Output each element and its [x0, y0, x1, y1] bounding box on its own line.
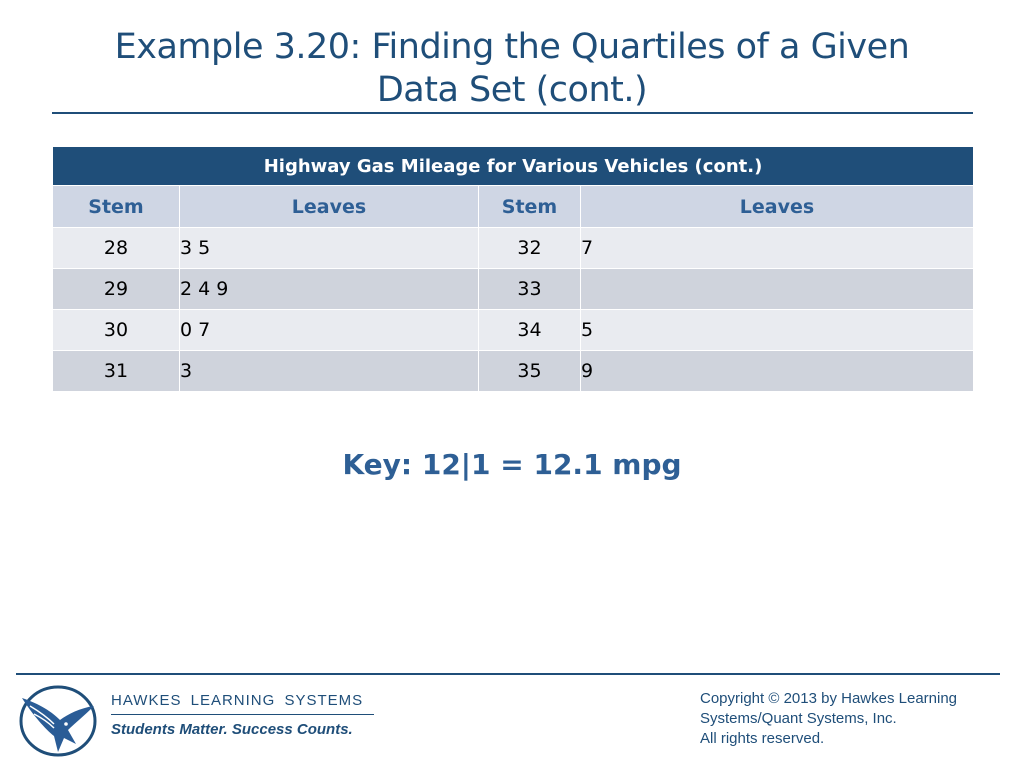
copyright-line: All rights reserved. — [700, 730, 825, 747]
stem-leaf-key: Key: 12|1 = 12.1 mpg — [342, 448, 682, 481]
stem-cell: 28 — [52, 227, 180, 269]
leaves-cell: 9 — [579, 350, 975, 392]
leaves-cell: 7 — [579, 227, 975, 269]
slide-title-line-2: Data Set (cont.) — [376, 70, 648, 110]
brand-tagline: Students Matter. Success Counts. — [111, 721, 353, 738]
leaves-cell: 3 — [179, 350, 479, 392]
leaves-cell: 2 4 9 — [179, 268, 479, 310]
stem-cell: 30 — [52, 309, 180, 351]
table-row: 28 3 5 32 7 — [52, 227, 975, 269]
table-row: 30 0 7 34 5 — [52, 309, 975, 351]
table-row: 31 3 35 9 — [52, 350, 975, 392]
footer-divider — [16, 673, 1000, 675]
copyright-line: Systems/Quant Systems, Inc. — [700, 710, 897, 727]
brand-name: HAWKES LEARNING SYSTEMS — [111, 692, 364, 709]
copyright-line: Copyright © 2013 by Hawkes Learning — [700, 690, 958, 707]
stem-and-leaf-table: Highway Gas Mileage for Various Vehicles… — [51, 146, 975, 392]
title-divider — [52, 112, 973, 114]
slide-title: Example 3.20: Finding the Quartiles of a… — [60, 26, 964, 112]
leaves-cell: 3 5 — [179, 227, 479, 269]
slide-title-line-1: Example 3.20: Finding the Quartiles of a… — [114, 27, 910, 67]
stem-cell: 31 — [52, 350, 180, 392]
table-caption: Highway Gas Mileage for Various Vehicles… — [51, 146, 975, 186]
leaves-cell: 5 — [579, 309, 975, 351]
column-header-leaves: Leaves — [179, 185, 479, 228]
column-header-stem: Stem — [52, 185, 180, 228]
leaves-cell: 0 7 — [179, 309, 479, 351]
stem-cell: 33 — [478, 268, 581, 310]
copyright-notice: Copyright © 2013 by Hawkes Learning Syst… — [700, 689, 1010, 749]
table-header-row: Stem Leaves Stem Leaves — [52, 185, 975, 228]
stem-cell: 35 — [478, 350, 581, 392]
brand-divider — [111, 714, 374, 715]
stem-cell: 29 — [52, 268, 180, 310]
column-header-stem: Stem — [478, 185, 581, 228]
column-header-leaves: Leaves — [579, 185, 975, 228]
stem-cell: 32 — [478, 227, 581, 269]
eagle-logo-icon — [19, 685, 97, 757]
stem-cell: 34 — [478, 309, 581, 351]
leaves-cell — [579, 268, 975, 310]
table-row: 29 2 4 9 33 — [52, 268, 975, 310]
